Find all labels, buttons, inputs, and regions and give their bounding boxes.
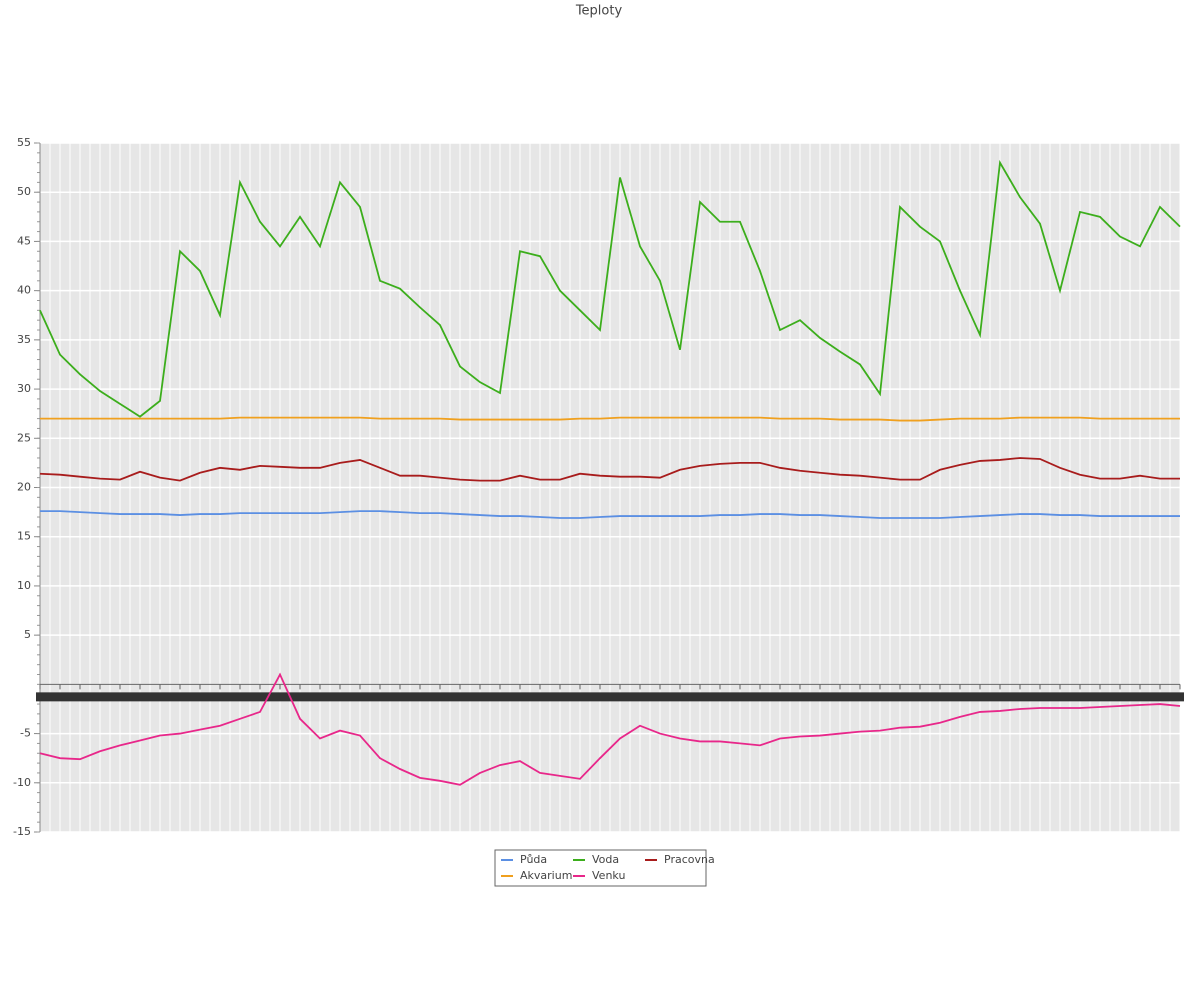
y-tick-label: -5 (20, 727, 31, 740)
series-line (39, 672, 1181, 786)
y-tick-label: 10 (17, 579, 31, 592)
legend-box (494, 849, 707, 887)
series-line (39, 457, 1180, 482)
y-tick-label: 15 (17, 530, 31, 543)
y-tick-label: 50 (17, 185, 31, 198)
y-tick-label: 40 (17, 284, 31, 297)
series-line (40, 416, 1180, 422)
y-tick-label: 25 (17, 431, 31, 444)
y-tick-label: 20 (17, 481, 31, 494)
chart-title: Teploty (575, 4, 623, 19)
y-tick-label: 5 (24, 628, 31, 641)
y-tick-label: 45 (17, 234, 31, 247)
y-tick-label: 30 (17, 382, 31, 395)
legend-label: Akvarium (520, 869, 572, 882)
y-tick-label: -10 (13, 776, 31, 789)
y-tick-label: 55 (17, 136, 31, 149)
y-tick-label: 35 (17, 333, 31, 346)
legend-label: Půda (520, 853, 547, 866)
x-label-band (36, 692, 1184, 702)
legend-label: Voda (592, 853, 619, 866)
legend: Půda Voda Pracovna Akvarium Venku (494, 849, 715, 887)
legend-label: Pracovna (664, 853, 715, 866)
series-line (39, 159, 1181, 418)
legend-label: Venku (592, 869, 625, 882)
y-tick-label: -15 (13, 825, 31, 838)
series-line (40, 510, 1180, 519)
